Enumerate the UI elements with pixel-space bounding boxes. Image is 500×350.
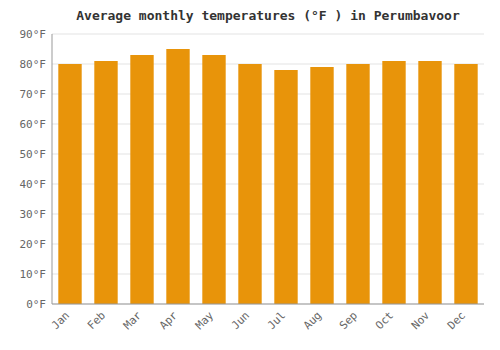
y-tick-label: 90°F [20,28,47,41]
x-tick-label: Jul [265,309,288,332]
grid [52,34,484,304]
bar [274,70,297,304]
x-tick-label: Sep [337,309,360,332]
bar [94,61,117,304]
x-tick-label: Feb [85,309,108,332]
bars [58,49,477,304]
grid-line [52,304,484,305]
bar [58,64,81,304]
bar [202,55,225,304]
y-tick-label: 70°F [20,88,47,101]
x-tick-label: May [193,309,217,333]
x-tick-label: Nov [409,309,433,333]
y-tick-label: 40°F [20,178,47,191]
chart-svg: Average monthly temperatures (°F ) in Pe… [0,0,500,350]
bar [382,61,405,304]
bar [454,64,477,304]
x-tick-label: Jan [49,309,72,332]
y-axis-line [52,34,53,304]
x-tick-label: Oct [373,309,396,332]
x-tick-label: Jun [229,309,252,332]
x-tick-label: Dec [445,309,468,332]
chart-title: Average monthly temperatures (°F ) in Pe… [76,8,460,23]
x-tick-label: Apr [157,309,181,333]
bar [166,49,189,304]
y-tick-label: 0°F [26,298,46,311]
y-tick-label: 80°F [20,58,47,71]
y-tick-label: 20°F [20,238,47,251]
grid-line [52,34,484,35]
bar [238,64,261,304]
x-tick-label: Aug [301,309,324,332]
chart-container: Average monthly temperatures (°F ) in Pe… [0,0,500,350]
bar [418,61,441,304]
y-tick-label: 30°F [20,208,47,221]
x-tick-label: Mar [121,309,145,333]
x-axis-line [52,304,484,305]
bar [310,67,333,304]
y-tick-label: 60°F [20,118,47,131]
bar [130,55,153,304]
bar [346,64,369,304]
y-tick-label: 50°F [20,148,47,161]
y-tick-label: 10°F [20,268,47,281]
